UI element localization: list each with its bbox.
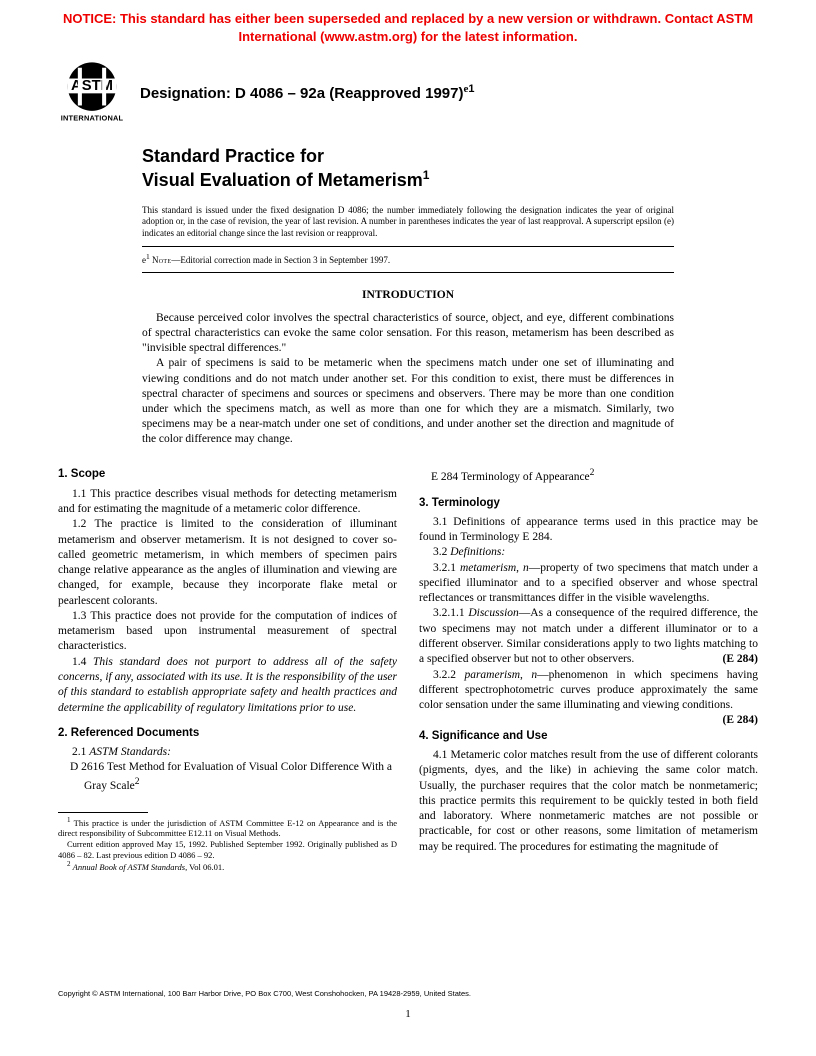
terminology-heading: 3. Terminology (419, 496, 758, 511)
body-columns: 1. Scope 1.1 This practice describes vis… (0, 447, 816, 872)
divider-bottom (142, 272, 674, 273)
term-3-2-1: 3.2.1 metamerism, n—property of two spec… (419, 561, 758, 607)
notice-banner: NOTICE: This standard has either been su… (0, 0, 816, 49)
term-3-1: 3.1 Definitions of appearance terms used… (419, 515, 758, 546)
footnote-1: 1 This practice is under the jurisdictio… (58, 816, 397, 839)
intro-body: Because perceived color involves the spe… (142, 311, 674, 448)
footnote-1b: Current edition approved May 15, 1992. P… (58, 839, 397, 860)
editorial-note-text: —Editorial correction made in Section 3 … (171, 255, 390, 265)
logo-top-text: ASTM (71, 78, 113, 94)
intro-p2: A pair of specimens is said to be metame… (142, 356, 674, 447)
editorial-note-label: Note (152, 255, 171, 265)
refdocs-heading: 2. Referenced Documents (58, 726, 397, 741)
refdocs-e284: E 284 Terminology of Appearance2 (419, 467, 758, 485)
designation-label: Designation: D 4086 – 92a (Reapproved 19… (140, 85, 463, 102)
copyright: Copyright © ASTM International, 100 Barr… (58, 989, 758, 998)
refdocs-d2616: D 2616 Test Method for Evaluation of Vis… (58, 760, 397, 793)
astm-logo: ASTM INTERNATIONAL (58, 61, 126, 123)
right-column: E 284 Terminology of Appearance2 3. Term… (419, 467, 758, 872)
title-line1: Standard Practice for (142, 145, 816, 168)
issuance-note: This standard is issued under the fixed … (142, 205, 674, 239)
term-3-2-2: 3.2.2 paramerism, n—phenomenon in which … (419, 668, 758, 714)
sig-4-1: 4.1 Metameric color matches result from … (419, 748, 758, 855)
term-3-2-1-1: 3.2.1.1 Discussion—As a consequence of t… (419, 606, 758, 667)
scope-1-1: 1.1 This practice describes visual metho… (58, 487, 397, 518)
title-block: Standard Practice for Visual Evaluation … (0, 123, 816, 191)
logo-bottom-text: INTERNATIONAL (61, 113, 124, 122)
scope-1-2: 1.2 The practice is limited to the consi… (58, 517, 397, 609)
refdocs-2-1: 2.1 ASTM Standards: (58, 745, 397, 760)
scope-heading: 1. Scope (58, 467, 397, 482)
intro-heading: INTRODUCTION (0, 289, 816, 301)
scope-1-4: 1.4 This standard does not purport to ad… (58, 655, 397, 716)
notice-text: NOTICE: This standard has either been su… (63, 11, 753, 44)
divider-top (142, 246, 674, 247)
page-number: 1 (0, 1008, 816, 1020)
significance-heading: 4. Significance and Use (419, 729, 758, 744)
term-3-2: 3.2 Definitions: (419, 545, 758, 560)
scope-1-3: 1.3 This practice does not provide for t… (58, 609, 397, 655)
footnote-rule (58, 812, 148, 813)
editorial-note: e1 Note—Editorial correction made in Sec… (142, 252, 674, 265)
designation: Designation: D 4086 – 92a (Reapproved 19… (140, 83, 474, 102)
title-line2: Visual Evaluation of Metamerism1 (142, 168, 816, 192)
footnote-2: 2 Annual Book of ASTM Standards, Vol 06.… (58, 860, 397, 872)
left-column: 1. Scope 1.1 This practice describes vis… (58, 467, 397, 872)
intro-p1: Because perceived color involves the spe… (142, 311, 674, 357)
header: ASTM INTERNATIONAL Designation: D 4086 –… (0, 49, 816, 123)
